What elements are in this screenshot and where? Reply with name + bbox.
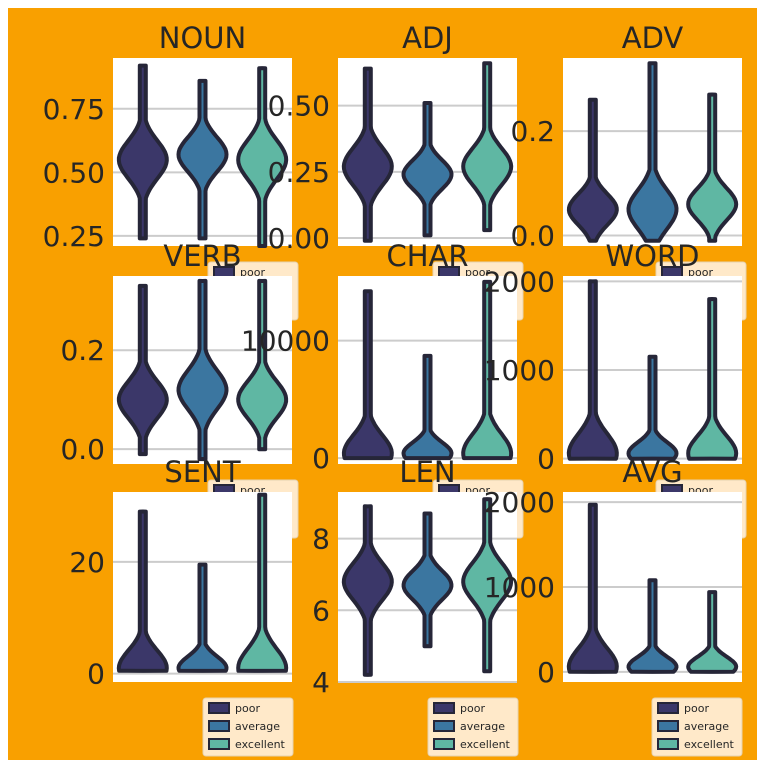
violin-average	[176, 278, 229, 462]
legend-swatch-excellent	[657, 738, 679, 750]
violin-excellent	[686, 590, 739, 674]
y-tick-label: 0	[537, 656, 555, 689]
violin-average	[626, 61, 679, 243]
panel-verb: 0.0 0.2 VERB	[60, 239, 292, 466]
violin-average	[176, 562, 229, 673]
y-tick-label: 0.50	[268, 90, 330, 123]
panel-adj: 0.00 0.25 0.50 ADJ	[268, 21, 517, 255]
y-tick-label: 0.2	[60, 334, 105, 367]
legend-label-poor: poor	[235, 702, 260, 715]
violin-average	[626, 578, 679, 674]
legend-swatch-poor	[433, 702, 455, 714]
violin-excellent	[461, 61, 514, 233]
violin-excellent	[686, 297, 739, 461]
y-tick-label: 0	[87, 658, 105, 691]
y-tick-label: 0.2	[510, 115, 555, 148]
panel-char: 0 10000 CHAR	[241, 239, 517, 475]
panel-sent: 0 20 SENT	[69, 455, 292, 691]
y-tick-label: 0.00	[268, 222, 330, 255]
y-tick-label: 0	[312, 442, 330, 475]
violin-excellent	[236, 278, 289, 452]
violin-average	[626, 354, 679, 461]
legend-swatch-average	[208, 720, 230, 732]
y-tick-label: 0.75	[43, 93, 105, 126]
y-tick-label: 0.25	[268, 156, 330, 189]
violin-average	[401, 353, 454, 461]
y-tick-label: 1000	[484, 571, 555, 604]
y-tick-label: 0.0	[510, 220, 555, 253]
violin-excellent	[461, 279, 514, 461]
legend-label-poor: poor	[465, 266, 490, 279]
violin-poor	[566, 279, 619, 461]
violin-average	[176, 78, 229, 241]
panel-len: 4 6 8 LEN	[312, 455, 517, 699]
y-tick-label: 4	[312, 666, 330, 699]
legend: poor average excellent	[427, 697, 519, 757]
legend: poor average excellent	[202, 697, 294, 757]
y-tick-label: 0.50	[43, 156, 105, 189]
violin-poor	[116, 509, 169, 673]
y-tick-label: 8	[312, 523, 330, 556]
panel-title: SENT	[164, 455, 240, 489]
panel-adv: 0.0 0.2 ADV	[510, 21, 742, 253]
violin-poor	[116, 63, 169, 241]
legend-swatch-poor	[208, 702, 230, 714]
y-tick-label: 2000	[484, 486, 555, 519]
violin-poor	[566, 97, 619, 243]
legend-label-poor: poor	[240, 266, 265, 279]
legend-swatch-average	[433, 720, 455, 732]
legend-label-excellent: excellent	[235, 738, 286, 751]
violin-average	[401, 511, 454, 649]
y-tick-label: 20	[69, 546, 105, 579]
violin-excellent	[461, 497, 514, 674]
legend-label-poor: poor	[688, 266, 713, 279]
violin-poor	[341, 289, 394, 461]
legend-label-average: average	[235, 720, 280, 733]
violin-poor	[566, 502, 619, 674]
violin-excellent	[686, 92, 739, 243]
legend-swatch-average	[657, 720, 679, 732]
panel-title: VERB	[163, 239, 241, 273]
panel-noun: 0.25 0.50 0.75 NOUN	[43, 21, 292, 253]
violin-excellent	[236, 66, 289, 248]
violin-poor	[341, 66, 394, 243]
y-tick-label: 2000	[484, 265, 555, 298]
panel-title: WORD	[606, 239, 700, 273]
violin-excellent	[236, 492, 289, 673]
y-tick-label: 0	[537, 443, 555, 476]
legend-label-poor: poor	[684, 702, 709, 715]
violin-poor	[341, 504, 394, 677]
y-tick-label: 0.25	[43, 220, 105, 253]
legend-label-average: average	[684, 720, 729, 733]
panel-title: ADJ	[402, 21, 453, 55]
panel-title: ADV	[622, 21, 684, 55]
legend-swatch-poor	[657, 702, 679, 714]
legend-label-excellent: excellent	[684, 738, 735, 751]
legend-swatch-excellent	[433, 738, 455, 750]
y-tick-label: 1000	[484, 354, 555, 387]
violin-poor	[116, 283, 169, 457]
y-tick-label: 10000	[241, 325, 330, 358]
panel-title: LEN	[399, 455, 455, 489]
violin-average	[401, 101, 454, 238]
panel-title: NOUN	[159, 21, 246, 55]
panel-title: CHAR	[386, 239, 468, 273]
legend: poor average excellent	[651, 697, 743, 757]
legend-label-excellent: excellent	[460, 738, 511, 751]
panel-word: 0 1000 2000 WORD	[484, 239, 742, 476]
y-tick-label: 0.0	[60, 433, 105, 466]
panel-title: AVG	[622, 455, 682, 489]
legend-label-poor: poor	[460, 702, 485, 715]
legend-swatch-excellent	[208, 738, 230, 750]
panel-avg: 0 1000 2000 AVG	[484, 455, 742, 689]
legend-label-average: average	[460, 720, 505, 733]
y-tick-label: 6	[312, 594, 330, 627]
